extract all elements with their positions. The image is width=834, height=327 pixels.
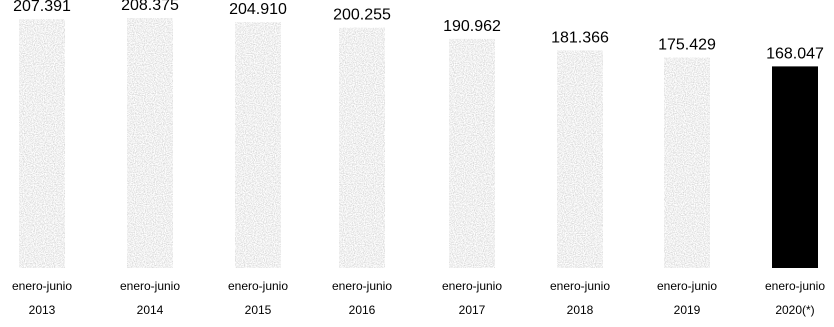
category-period-label: enero-junio [228, 279, 288, 293]
category-year-label: 2020(*) [775, 303, 814, 317]
bar-2018 [557, 50, 603, 269]
value-label: 175.429 [658, 37, 716, 54]
category-period-label: enero-junio [12, 279, 72, 293]
bar-2014 [127, 18, 173, 268]
value-label: 200.255 [333, 7, 391, 24]
value-labels-layer: 207.391 208.375 204.910 200.255 190.962 181.3… [13, 0, 824, 62]
category-period-label: enero-junio [550, 279, 610, 293]
value-label: 204.910 [229, 1, 287, 18]
category-year-label: 2019 [674, 303, 701, 317]
category-period-label: enero-junio [765, 279, 825, 293]
category-year-label: 2016 [349, 303, 376, 317]
bar-2013 [19, 19, 65, 268]
category-year-label: 2014 [137, 303, 164, 317]
category-year-label: 2018 [567, 303, 594, 317]
value-label: 168.047 [766, 45, 824, 62]
category-period-label: enero-junio [332, 279, 392, 293]
bars-layer [19, 18, 818, 269]
category-labels-layer: enero-junio 2013 enero-junio 2014 enero-juni… [12, 279, 825, 317]
value-label: 181.366 [551, 29, 609, 46]
category-period-label: enero-junio [120, 279, 180, 293]
category-year-label: 2015 [245, 303, 272, 317]
bar-2016 [339, 27, 385, 268]
category-year-label: 2017 [459, 303, 486, 317]
bar-2019 [664, 57, 710, 268]
value-label: 208.375 [121, 0, 179, 14]
bar-2020(*) [772, 66, 818, 268]
category-period-label: enero-junio [442, 279, 502, 293]
value-label: 207.391 [13, 0, 71, 15]
value-label: 190.962 [443, 18, 501, 35]
bar-2017 [449, 38, 495, 268]
bar-2015 [235, 22, 281, 268]
category-period-label: enero-junio [657, 279, 717, 293]
category-year-label: 2013 [29, 303, 56, 317]
